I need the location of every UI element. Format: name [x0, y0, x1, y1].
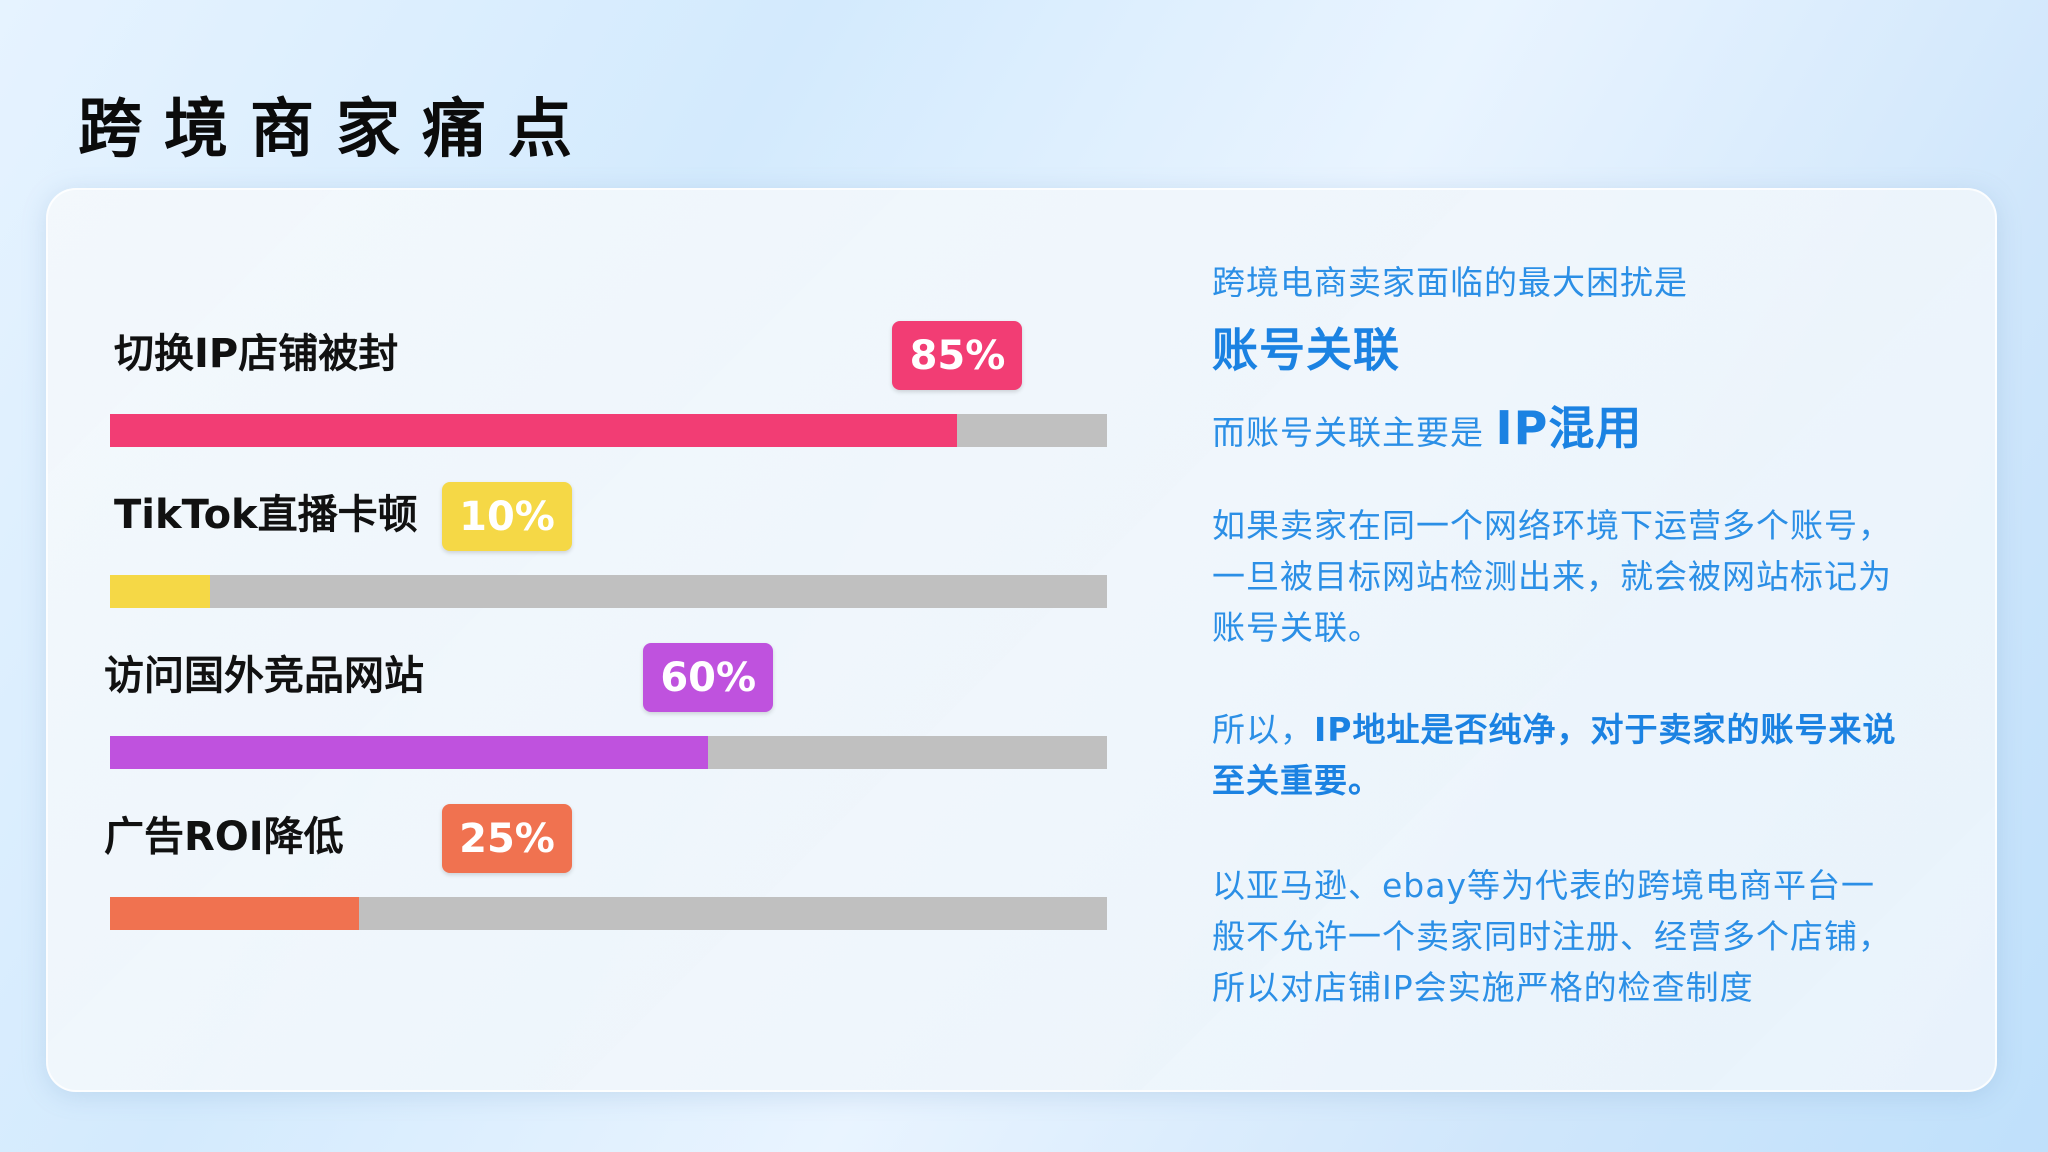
bar-track — [110, 736, 1107, 769]
bar-label: 访问国外竞品网站 — [104, 653, 424, 699]
cause-line: 而账号关联主要是 IP混用 — [1212, 392, 1642, 458]
value-badge: 60% — [643, 643, 774, 712]
bar-track — [110, 414, 1107, 447]
paragraph-2: 所以，IP地址是否纯净，对于卖家的账号来说 至关重要。 — [1212, 704, 1896, 806]
p2-highlight: IP地址是否纯净，对于卖家的账号来说 — [1314, 710, 1897, 749]
p2-highlight: 至关重要。 — [1212, 761, 1382, 800]
p3-line: 以亚马逊、ebay等为代表的跨境电商平台一 — [1212, 866, 1876, 905]
p1-line: 一旦被目标网站检测出来，就会被网站标记为 — [1212, 557, 1892, 596]
value-badge: 10% — [442, 482, 572, 551]
p1-line: 如果卖家在同一个网络环境下运营多个账号， — [1212, 506, 1892, 545]
bar-label: 切换IP店铺被封 — [114, 331, 399, 377]
bar-fill — [110, 736, 709, 769]
bar-label: 广告ROI降低 — [104, 814, 344, 860]
bar-label: TikTok直播卡顿 — [114, 492, 418, 538]
bar-fill — [110, 575, 210, 608]
bar-track — [110, 897, 1107, 930]
paragraph-1: 如果卖家在同一个网络环境下运营多个账号， 一旦被目标网站检测出来，就会被网站标记… — [1212, 500, 1892, 653]
paragraph-3: 以亚马逊、ebay等为代表的跨境电商平台一 般不允许一个卖家同时注册、经营多个店… — [1212, 860, 1892, 1013]
value-badge: 25% — [442, 804, 572, 873]
bar-fill — [110, 414, 958, 447]
p1-line: 账号关联。 — [1212, 608, 1382, 647]
highlight-account-link: 账号关联 — [1212, 323, 1400, 377]
value-badge: 85% — [892, 321, 1023, 390]
cause-highlight: IP混用 — [1495, 401, 1643, 455]
bar-fill — [110, 897, 360, 930]
p3-line: 般不允许一个卖家同时注册、经营多个店铺， — [1212, 917, 1892, 956]
p3-line: 所以对店铺IP会实施严格的检查制度 — [1212, 968, 1754, 1007]
p2-text: 所以， — [1212, 710, 1314, 749]
cause-text: 而账号关联主要是 — [1212, 413, 1496, 452]
bar-track — [110, 575, 1107, 608]
intro-line: 跨境电商卖家面临的最大困扰是 — [1212, 263, 1688, 302]
page-title: 跨境商家痛点 — [78, 93, 594, 167]
